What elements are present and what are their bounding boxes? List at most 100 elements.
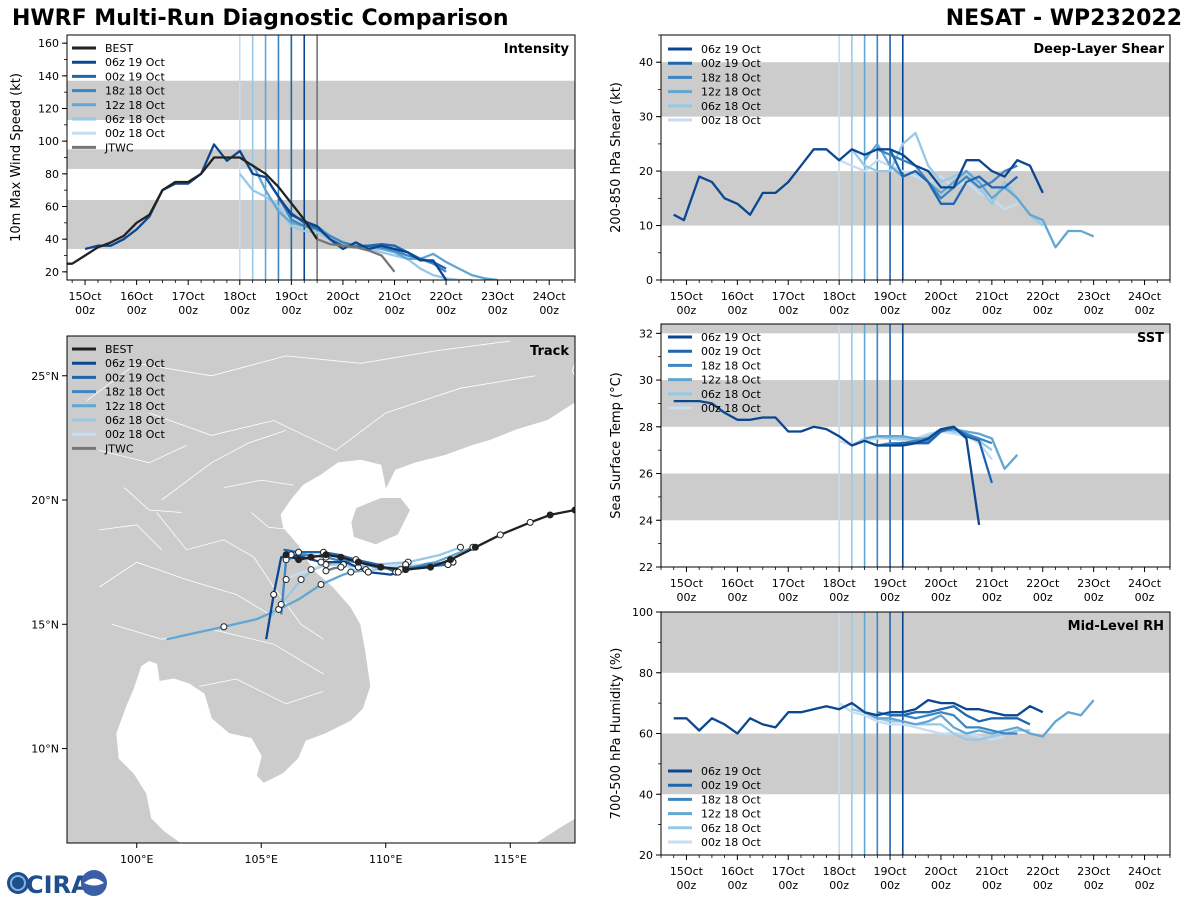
track-point-best — [295, 556, 303, 564]
sst-ytick-label: 32 — [639, 327, 653, 340]
rh-ytick-label: 80 — [639, 667, 653, 680]
rh-legend-label-12z-18-oct: 12z 18 Oct — [701, 808, 761, 821]
track-point-best — [546, 511, 554, 519]
shear-band-0 — [661, 171, 1170, 226]
rh-band-1 — [661, 612, 1170, 673]
sst-xtick-label-day: 23Oct — [1077, 577, 1111, 590]
track-point-best — [322, 551, 330, 559]
intensity-xtick-label-day: 21Oct — [378, 290, 412, 303]
track-point-best — [307, 553, 315, 561]
rh-legend-label-18z-18-oct: 18z 18 Oct — [701, 793, 761, 806]
sst-legend-label-00z-18-oct: 00z 18 Oct — [701, 402, 761, 415]
sst-xtick-label-day: 21Oct — [975, 577, 1009, 590]
rh-xtick-label-day: 21Oct — [975, 865, 1009, 878]
rh-xtick-label-hour: 00z — [880, 879, 900, 892]
rh-xtick-label-hour: 00z — [931, 879, 951, 892]
shear-ytick-label: 30 — [639, 111, 653, 124]
shear-ytick-label: 40 — [639, 56, 653, 69]
rh-ytick-label: 100 — [632, 606, 653, 619]
shear-xtick-label-hour: 00z — [677, 304, 697, 317]
track-xtick-label: 115°E — [494, 853, 527, 866]
cira-logo-mark: CIRA — [7, 870, 107, 899]
track-point-jtwc — [337, 563, 345, 571]
shear-band-1 — [661, 62, 1170, 117]
shear-xtick-label-day: 19Oct — [874, 290, 908, 303]
shear-xtick-label-hour: 00z — [1135, 304, 1155, 317]
rh-xtick-label-day: 23Oct — [1077, 865, 1111, 878]
sst-xtick-label-day: 24Oct — [1128, 577, 1162, 590]
border-line-4 — [99, 561, 274, 618]
intensity-legend-label-06z-18-oct: 06z 18 Oct — [105, 113, 165, 126]
intensity-legend-label-best: BEST — [105, 42, 133, 55]
sst-xtick-label-hour: 00z — [778, 591, 798, 604]
sst-xtick-label-day: 18Oct — [823, 577, 857, 590]
sst-plot-area — [661, 324, 1170, 567]
sst-band-0 — [661, 473, 1170, 521]
shear-xtick-label-day: 21Oct — [975, 290, 1009, 303]
rh-series-00z-18-oct — [838, 702, 1005, 741]
track-legend-label-00z-19-oct: 00z 19 Oct — [105, 371, 165, 384]
shear-legend-label-06z-18-oct: 06z 18 Oct — [701, 100, 761, 113]
track-point-jtwc — [322, 567, 330, 575]
intensity-legend-label-jtwc: JTWC — [104, 141, 134, 154]
shear-xtick-label-hour: 00z — [1033, 304, 1053, 317]
sst-xtick-label-day: 17Oct — [772, 577, 806, 590]
track-point-best — [402, 566, 410, 574]
intensity-ytick-label: 80 — [45, 168, 59, 181]
sst-legend-label-06z-18-oct: 06z 18 Oct — [701, 388, 761, 401]
shear-xtick-label-hour: 00z — [880, 304, 900, 317]
rh-legend-label-00z-18-oct: 00z 18 Oct — [701, 836, 761, 849]
rh-legend-label-06z-18-oct: 06z 18 Oct — [701, 822, 761, 835]
intensity-xtick-label-day: 15Oct — [69, 290, 103, 303]
sst-xtick-label-hour: 00z — [982, 591, 1002, 604]
intensity-series-best — [67, 156, 319, 265]
rh-ytick-label: 40 — [639, 788, 653, 801]
shear-xtick-label-day: 22Oct — [1026, 290, 1060, 303]
intensity-series-06z-19-oct — [84, 143, 448, 280]
border-line-11 — [99, 524, 162, 550]
rh-xtick-label-hour: 00z — [1033, 879, 1053, 892]
sst-xtick-label-hour: 00z — [931, 591, 951, 604]
shear-xtick-label-day: 18Oct — [823, 290, 857, 303]
intensity-xtick-label-day: 16Oct — [120, 290, 154, 303]
shear-legend-label-18z-18-oct: 18z 18 Oct — [701, 71, 761, 84]
intensity-series-jtwc — [316, 238, 396, 273]
shear-xtick-label-day: 23Oct — [1077, 290, 1111, 303]
rh-xtick-label-hour: 00z — [727, 879, 747, 892]
track-point-00z-18-oct — [282, 576, 290, 584]
land-mainland — [67, 336, 575, 843]
rh-band-0 — [661, 733, 1170, 795]
intensity-xtick-label-day: 20Oct — [326, 290, 360, 303]
panel-sst: 22242628303215Oct00z16Oct00z17Oct00z18Oc… — [609, 323, 1171, 604]
sst-xtick-label-hour: 00z — [1033, 591, 1053, 604]
intensity-band-2 — [67, 80, 575, 120]
shear-panel-title: Deep-Layer Shear — [1033, 42, 1164, 57]
rh-xtick-label-hour: 00z — [1084, 879, 1104, 892]
border-line-8 — [251, 512, 297, 531]
shear-xtick-label-day: 16Oct — [721, 290, 755, 303]
track-ytick-label: 15°N — [31, 618, 59, 631]
intensity-xtick-label-hour: 00z — [488, 304, 508, 317]
sst-ylabel: Sea Surface Temp (°C) — [609, 372, 624, 519]
rh-xtick-label-hour: 00z — [778, 879, 798, 892]
track-legend-label-18z-18-oct: 18z 18 Oct — [105, 386, 165, 399]
intensity-xtick-label-hour: 00z — [436, 304, 456, 317]
rh-ylabel: 700-500 hPa Humidity (%) — [609, 648, 624, 820]
track-ytick-label: 10°N — [31, 743, 59, 756]
sst-ytick-label: 24 — [639, 514, 653, 527]
rh-xtick-label-day: 22Oct — [1026, 865, 1060, 878]
sst-ytick-label: 30 — [639, 374, 653, 387]
track-point-best — [446, 556, 454, 564]
rh-panel-title: Mid-Level RH — [1068, 619, 1164, 634]
track-point-best — [337, 553, 345, 561]
track-point-best — [526, 518, 534, 526]
intensity-legend-label-00z-19-oct: 00z 19 Oct — [105, 70, 165, 83]
track-point-best — [377, 563, 385, 571]
intensity-xtick-label-hour: 00z — [178, 304, 198, 317]
track-point-12z-18-oct — [347, 568, 355, 576]
border-line-0 — [149, 375, 536, 451]
rh-ytick-label: 20 — [639, 849, 653, 862]
intensity-xtick-label-day: 18Oct — [223, 290, 257, 303]
